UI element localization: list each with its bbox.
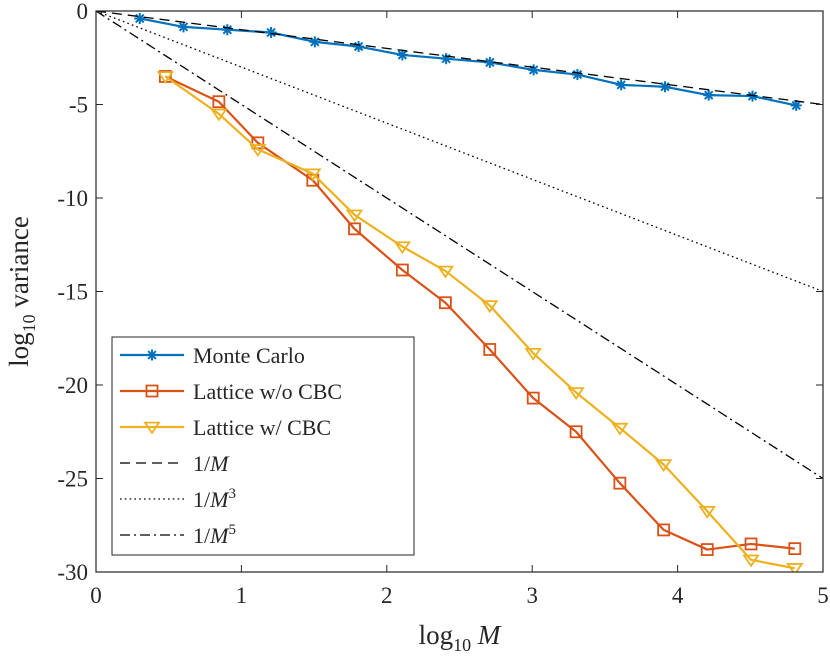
legend-swatch-marker bbox=[145, 384, 159, 398]
x-tick-label: 2 bbox=[381, 583, 393, 608]
data-point-lattice-w-cbc bbox=[786, 563, 804, 572]
data-point-monte-carlo bbox=[221, 24, 233, 36]
legend: Monte Carlo Lattice w/o CBC Lattice w/ CBC… bbox=[111, 336, 415, 556]
x-tick-label: 5 bbox=[817, 583, 829, 608]
data-point-lattice-w-cbc bbox=[304, 168, 322, 182]
data-point-lattice-w-o-cbc bbox=[483, 343, 497, 356]
y-axis-label: log10 variance bbox=[4, 216, 39, 367]
legend-item-1-m-5: 1/M5 bbox=[120, 522, 236, 548]
legend-swatch-marker bbox=[146, 349, 158, 361]
data-point-monte-carlo bbox=[309, 36, 321, 48]
series-line-lattice-w-cbc bbox=[164, 75, 796, 570]
legend-item-monte-carlo: Monte Carlo bbox=[120, 343, 305, 368]
y-tick-label: 0 bbox=[77, 0, 89, 24]
data-point-lattice-w-cbc bbox=[156, 71, 175, 85]
series-line-1-m-5 bbox=[96, 11, 823, 480]
y-tick-label: -5 bbox=[69, 93, 88, 118]
data-point-monte-carlo bbox=[484, 56, 496, 68]
legend-item-1-m: 1/M bbox=[120, 451, 230, 476]
data-point-lattice-w-cbc bbox=[742, 554, 760, 568]
legend-label: Monte Carlo bbox=[193, 343, 305, 368]
data-point-monte-carlo bbox=[615, 79, 627, 91]
x-tick-label: 0 bbox=[90, 583, 102, 608]
data-point-lattice-w-o-cbc bbox=[657, 523, 671, 537]
data-point-lattice-w-o-cbc bbox=[438, 296, 452, 310]
data-point-lattice-w-o-cbc bbox=[569, 425, 583, 439]
legend-label: 1/M3 bbox=[193, 486, 236, 512]
data-point-lattice-w-cbc bbox=[210, 108, 228, 122]
series-line-1-m bbox=[96, 11, 823, 106]
x-tick-label: 4 bbox=[672, 583, 684, 608]
y-tick-label: -25 bbox=[57, 467, 88, 492]
legend-box bbox=[111, 336, 415, 556]
legend-swatch-marker bbox=[143, 421, 161, 435]
legend-label: Lattice w/ CBC bbox=[193, 415, 331, 440]
data-point-lattice-w-cbc bbox=[654, 459, 673, 473]
x-axis-label-var: M bbox=[477, 620, 502, 650]
data-point-monte-carlo bbox=[178, 21, 190, 33]
data-point-lattice-w-o-cbc bbox=[348, 222, 361, 236]
data-point-monte-carlo bbox=[265, 27, 277, 39]
y-tick-label: -20 bbox=[57, 373, 88, 398]
y-tick-label: -30 bbox=[57, 560, 88, 585]
data-point-lattice-w-cbc bbox=[345, 209, 364, 223]
data-point-monte-carlo bbox=[571, 69, 583, 81]
data-point-monte-carlo bbox=[353, 41, 365, 53]
x-tick-label: 1 bbox=[236, 583, 248, 608]
data-point-lattice-w-cbc bbox=[393, 241, 412, 255]
data-point-lattice-w-o-cbc bbox=[613, 476, 627, 490]
legend-label: 1/M5 bbox=[193, 522, 236, 548]
data-point-lattice-w-o-cbc bbox=[395, 263, 409, 277]
legend-item-lattice-w-o-cbc: Lattice w/o CBC bbox=[120, 379, 342, 404]
data-point-lattice-w-o-cbc bbox=[526, 391, 540, 405]
data-point-lattice-w-cbc bbox=[249, 144, 267, 157]
series-line-lattice-w-o-cbc bbox=[164, 75, 795, 551]
data-point-lattice-w-o-cbc bbox=[788, 542, 802, 556]
y-axis-label-subscript: 10 bbox=[19, 314, 39, 332]
legend-item-1-m-3: 1/M3 bbox=[120, 486, 236, 512]
y-tick-label: -10 bbox=[57, 186, 88, 211]
data-point-monte-carlo bbox=[703, 89, 715, 101]
data-point-monte-carlo bbox=[134, 12, 146, 24]
data-point-monte-carlo bbox=[528, 64, 540, 76]
tick-layer: 0 1 2 3 4 5 0 -5 -10 -15 -20 -25 -30 bbox=[57, 0, 828, 608]
data-point-lattice-w-o-cbc bbox=[700, 543, 714, 556]
data-point-monte-carlo bbox=[659, 81, 671, 93]
y-tick-label: -15 bbox=[57, 280, 88, 305]
data-point-lattice-w-cbc bbox=[698, 505, 716, 519]
data-point-monte-carlo bbox=[396, 49, 408, 61]
series-line-1-m-3 bbox=[96, 11, 823, 293]
data-point-lattice-w-cbc bbox=[436, 265, 455, 279]
data-point-lattice-w-o-cbc bbox=[744, 537, 758, 551]
legend-item-lattice-w-cbc: Lattice w/ CBC bbox=[120, 415, 331, 440]
data-point-lattice-w-cbc bbox=[481, 300, 499, 314]
data-point-lattice-w-cbc bbox=[567, 387, 585, 401]
legend-label: Lattice w/o CBC bbox=[193, 379, 342, 404]
x-tick-label: 3 bbox=[526, 583, 538, 608]
data-point-lattice-w-o-cbc bbox=[212, 95, 226, 109]
data-point-lattice-w-cbc bbox=[524, 347, 542, 361]
x-axis-label-subscript: 10 bbox=[453, 635, 471, 655]
x-axis-label: log10 M bbox=[419, 620, 502, 655]
data-point-monte-carlo bbox=[440, 53, 452, 65]
series-layer bbox=[96, 11, 823, 572]
data-point-monte-carlo bbox=[790, 99, 802, 111]
series-line-monte-carlo bbox=[139, 17, 797, 107]
data-point-lattice-w-cbc bbox=[611, 422, 629, 436]
legend-label: 1/M bbox=[193, 451, 230, 476]
